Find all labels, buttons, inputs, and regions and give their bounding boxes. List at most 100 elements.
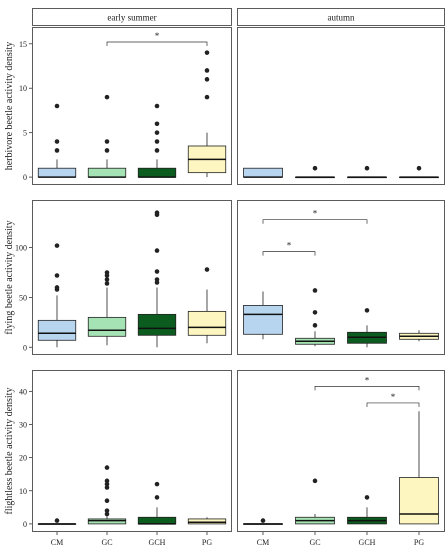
significance-star: * [287, 241, 292, 251]
box-gc [295, 288, 335, 347]
box-body [87, 167, 127, 178]
outlier-point [204, 267, 210, 272]
box-pg [187, 517, 227, 525]
box-gc [87, 465, 127, 525]
box-gch [347, 165, 387, 179]
y-tick-label: 50 [19, 293, 27, 302]
outlier-point [204, 50, 210, 55]
box-cm [37, 518, 77, 525]
y-tick-label: 0 [23, 520, 27, 529]
facet-strip-label: autumn [328, 13, 355, 23]
significance-bracket: * [314, 375, 420, 391]
outlier-point [54, 285, 60, 290]
box-body [399, 477, 439, 525]
box-gch [347, 308, 387, 348]
x-tick-label: GCH [359, 538, 376, 547]
box-gc [295, 165, 335, 179]
x-tick-label: PG [414, 538, 424, 547]
outlier-point [416, 165, 422, 171]
facet-strip-1 [237, 8, 445, 26]
box-cm [243, 167, 283, 178]
x-tick-label: GC [309, 538, 320, 547]
box-body [37, 319, 77, 341]
box-gch [137, 210, 177, 348]
outlier-point [54, 139, 60, 144]
box-body [87, 316, 127, 337]
box-pg [187, 50, 227, 178]
box-cm [243, 291, 283, 340]
outlier-point [154, 269, 160, 274]
outlier-point [312, 478, 318, 484]
bracket-line [262, 251, 316, 256]
significance-star: * [155, 31, 160, 41]
outlier-point [104, 485, 110, 490]
box-pg [187, 267, 227, 344]
box-gc [87, 270, 127, 346]
box-body [87, 518, 127, 525]
outlier-point [154, 248, 160, 253]
facet-strip-label: early summer [107, 13, 156, 23]
outlier-point [204, 94, 210, 100]
y-axis-label: flying beetle activity density [4, 220, 15, 334]
significance-bracket: * [262, 241, 316, 256]
box-body [243, 304, 283, 335]
outlier-point [104, 508, 110, 513]
box-pg [399, 330, 439, 342]
outlier-point [154, 130, 160, 135]
facet-strip-0 [32, 8, 232, 26]
box-body [243, 167, 283, 178]
outlier-point [54, 273, 60, 278]
significance-bracket: * [262, 209, 368, 224]
x-tick-label: CM [51, 538, 63, 547]
bracket-line [262, 219, 368, 224]
outlier-point [260, 518, 266, 523]
panel-border [32, 200, 232, 355]
box-cm [37, 103, 77, 178]
outlier-point [104, 465, 110, 470]
box-gc [295, 478, 335, 525]
bracket-line [106, 41, 208, 47]
outlier-point [54, 243, 60, 248]
x-tick-label: CM [257, 538, 269, 547]
outlier-point [154, 148, 160, 153]
panel-border [237, 370, 445, 532]
outlier-point [364, 165, 370, 171]
panel-border [32, 27, 232, 185]
outlier-point [154, 210, 160, 216]
outlier-point [364, 495, 370, 500]
y-tick-label: 0 [23, 173, 27, 182]
outlier-point [204, 77, 210, 82]
outlier-point [154, 495, 160, 500]
outlier-point [312, 288, 318, 293]
outlier-point [364, 308, 370, 313]
outlier-point [312, 165, 318, 171]
box-gc [87, 94, 127, 178]
outlier-point [204, 68, 210, 73]
panel-border [237, 200, 445, 355]
panel-border [237, 27, 445, 185]
outlier-point [104, 511, 110, 517]
outlier-point [154, 139, 160, 144]
outlier-point [154, 277, 160, 282]
y-tick-label: 15 [19, 40, 27, 49]
box-body [37, 167, 77, 178]
box-body [137, 313, 177, 336]
significance-star: * [365, 375, 370, 385]
outlier-point [154, 121, 160, 127]
x-tick-label: GCH [149, 538, 166, 547]
outlier-point [104, 478, 110, 484]
significance-star: * [313, 209, 318, 219]
bracket-line [366, 402, 420, 407]
outlier-point [104, 281, 110, 286]
outlier-point [104, 498, 110, 504]
box-body [137, 167, 177, 178]
y-tick-label: 40 [19, 387, 27, 396]
outlier-point [54, 148, 60, 153]
y-tick-label: 0 [23, 343, 27, 352]
y-axis-label: flightless beetle activity density [4, 388, 15, 515]
box-gch [137, 103, 177, 178]
significance-bracket: * [366, 392, 420, 407]
x-tick-label: PG [202, 538, 212, 547]
outlier-point [154, 103, 160, 109]
outlier-point [104, 139, 110, 144]
